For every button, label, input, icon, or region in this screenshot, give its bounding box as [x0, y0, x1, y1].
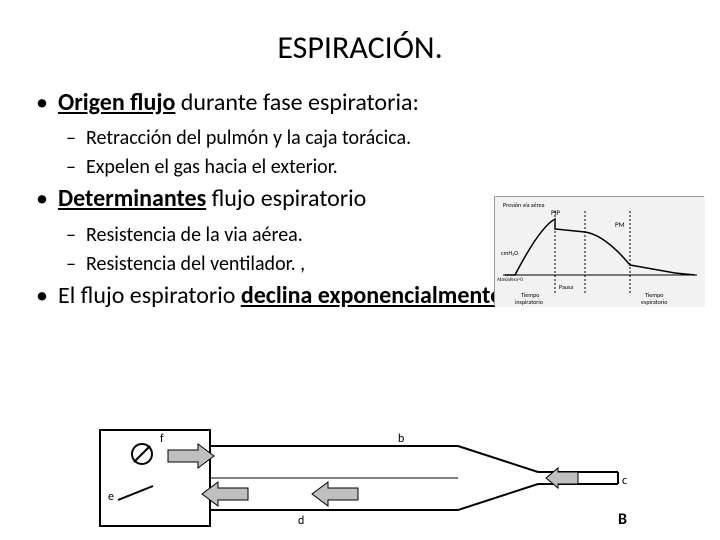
chart-xlabel-left-2: inspiratorio — [515, 298, 543, 306]
bullet-1-rest: durante fase espiratoria: — [175, 88, 419, 117]
chart-ylabel-left: Presión vía aérea — [503, 201, 545, 209]
diagram-valve-slash — [134, 446, 150, 462]
bullet-3-before: El flujo espiratorio — [58, 281, 241, 310]
diagram-label-B: B — [618, 510, 627, 528]
bullet-2-rest: flujo espiratorio — [206, 184, 366, 213]
diagram-label-f: f — [160, 432, 164, 446]
diagram-y-bottom — [458, 484, 538, 510]
bullet-1-emph: Origen flujo — [58, 88, 175, 117]
chart-peak-label: PIP — [551, 208, 560, 217]
pressure-chart-svg: Presión vía aérea cmH₂O Atmósfera=0 PIP … — [495, 197, 705, 307]
arrow-bottom-left-2 — [312, 482, 358, 506]
diagram-label-e: e — [108, 490, 114, 504]
chart-ylabel-unit: cmH₂O — [501, 249, 518, 257]
bullet-3-emph: declina exponencialmente — [241, 281, 502, 310]
diagram-left-box — [100, 430, 210, 526]
bullet-1-sub-1: Retracción del pulmón y la caja torácica… — [36, 125, 700, 152]
chart-baseline-label: Atmósfera=0 — [497, 277, 523, 283]
diagram-label-c: c — [622, 474, 627, 488]
arrow-bottom-left-1 — [202, 482, 248, 506]
chart-xlabel-right-2: espiratorio — [641, 298, 667, 306]
bullet-2-emph: Determinantes — [58, 184, 206, 213]
circuit-diagram: f b e d c B — [98, 428, 638, 528]
slide-title: ESPIRACIÓN. — [0, 0, 720, 87]
diagram-label-d: d — [298, 514, 304, 528]
chart-plateau-label: PM — [615, 220, 625, 229]
diagram-flap — [118, 486, 153, 500]
bullet-1-sub-2: Expelen el gas hacia el exterior. — [36, 154, 700, 181]
pressure-chart: Presión vía aérea cmH₂O Atmósfera=0 PIP … — [494, 196, 704, 306]
bullet-1: Origen flujo durante fase espiratoria: — [36, 87, 700, 119]
diagram-y-top — [458, 446, 538, 472]
diagram-label-b: b — [398, 432, 404, 446]
arrow-top-right — [168, 444, 214, 468]
chart-pause-label: Pausa — [559, 283, 573, 291]
circuit-diagram-svg: f b e d c B — [98, 428, 638, 528]
